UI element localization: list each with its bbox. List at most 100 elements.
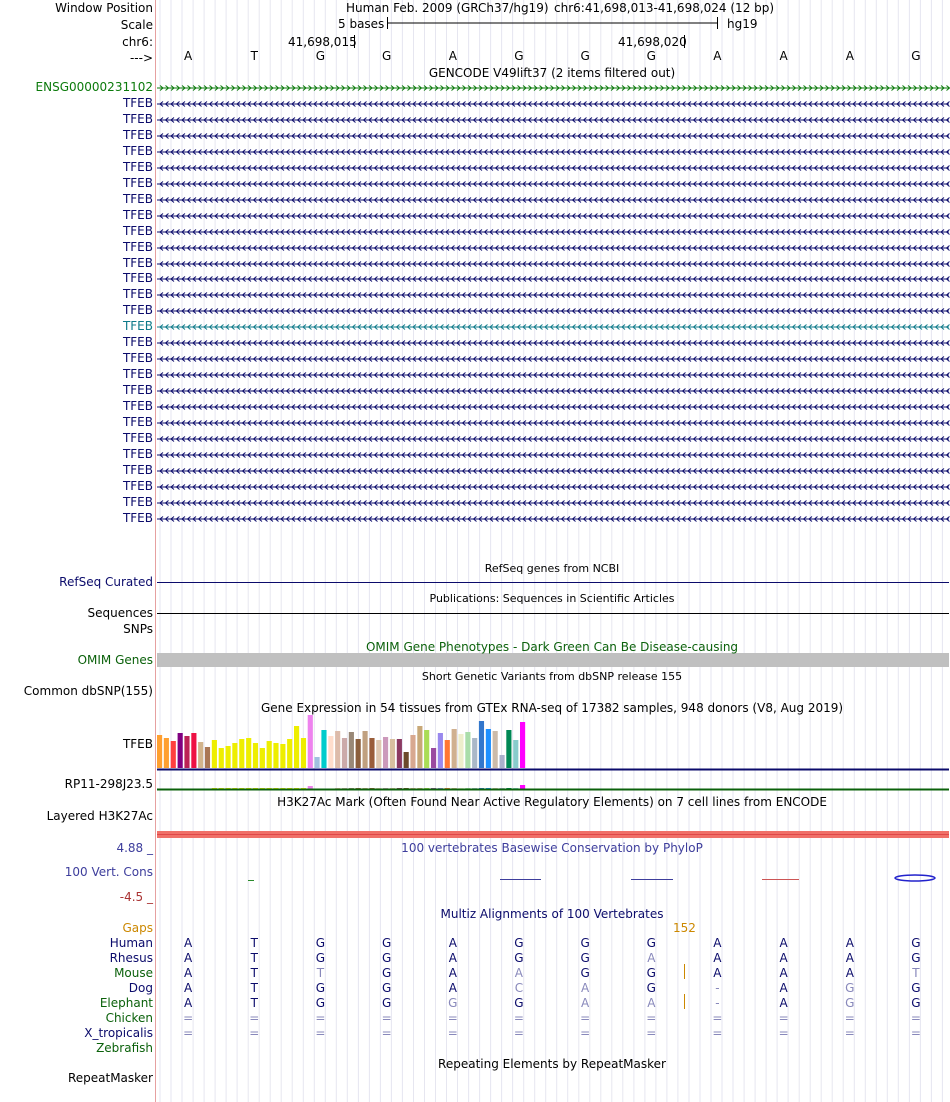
h3k27ac-title[interactable]: H3K27Ac Mark (Often Found Near Active Re… [277,795,827,809]
omim-bar [157,653,949,667]
tfeb-transcript-label[interactable]: TFEB [122,319,153,334]
tfeb-transcript-label[interactable]: TFEB [122,112,153,126]
gtex-tfeb-label[interactable]: TFEB [122,737,153,751]
tfeb-transcript-label[interactable]: TFEB [122,175,153,190]
dbsnp-label[interactable]: Common dbSNP(155) [23,684,153,698]
refseq-title[interactable]: RefSeq genes from NCBI [484,562,620,575]
gencode-title[interactable]: GENCODE V49lift37 (2 items filtered out) [428,66,676,80]
tfeb-transcript-line-chevrons [159,165,950,171]
gtex-rp11-bar [307,786,313,789]
species-label[interactable]: Mouse [114,966,153,980]
tfeb-transcript-label[interactable]: TFEB [122,207,153,222]
gtex-tfeb-bar [246,738,252,768]
omim-label[interactable]: OMIM Genes [77,653,153,667]
tfeb-transcript-label[interactable]: TFEB [122,510,153,525]
tfeb-transcript-label[interactable]: TFEB [122,351,153,366]
tfeb-transcript-line-chevrons [159,229,950,235]
gtex-tfeb-bar [451,729,457,768]
gtex-tfeb-bar [191,733,197,768]
alignment-base: G [514,951,524,965]
alignment-base: T [316,966,325,980]
tfeb-transcript-label[interactable]: TFEB [122,494,153,509]
multiz-title[interactable]: Multiz Alignments of 100 Vertebrates [440,907,664,921]
refseq-label[interactable]: RefSeq Curated [59,575,153,589]
tfeb-transcript-label[interactable]: TFEB [122,271,153,286]
gtex-tfeb-bar [335,731,341,768]
tfeb-transcript-label[interactable]: TFEB [122,159,153,174]
species-label[interactable]: Chicken [105,1011,153,1025]
phylop-min: -4.5 _ [119,890,153,904]
omim-title[interactable]: OMIM Gene Phenotypes - Dark Green Can Be… [365,640,739,654]
tfeb-transcript-label[interactable]: TFEB [122,255,153,270]
species-label[interactable]: Human [109,936,153,950]
tfeb-transcript-line-chevrons [159,388,950,394]
gtex-tfeb-bar [321,730,327,768]
alignment-base: G [514,996,524,1010]
tfeb-transcript-line-chevrons [159,484,950,490]
alignment-base: G [315,981,326,995]
assembly-name: Human Feb. 2009 (GRCh37/hg19) [346,1,549,15]
gtex-tfeb-bar [157,735,163,768]
gtex-tfeb-bar [211,740,217,768]
tfeb-transcript-line-chevrons [159,292,950,298]
tfeb-transcript-label[interactable]: TFEB [122,143,153,158]
gtex-rp11-label[interactable]: RP11-298J23.5 [64,777,153,791]
tfeb-transcript-label[interactable]: TFEB [122,478,153,493]
tfeb-transcript-label[interactable]: TFEB [122,335,153,350]
tfeb-transcript-label[interactable]: TFEB [122,96,153,110]
gtex-tfeb-bar [389,739,396,768]
phylop-title[interactable]: 100 vertebrates Basewise Conservation by… [401,841,703,855]
base-letter: G [514,49,524,63]
ensg-label[interactable]: ENSG00000231102 [35,80,153,94]
species-label[interactable]: Dog [128,981,153,995]
tfeb-transcript-label[interactable]: TFEB [122,287,153,302]
tfeb-transcript-label[interactable]: TFEB [122,239,153,254]
species-label[interactable]: Rhesus [109,951,153,965]
alignment-base: = [183,1011,194,1025]
repeatmasker-label[interactable]: RepeatMasker [67,1071,153,1085]
tfeb-transcript-label[interactable]: TFEB [122,127,153,142]
publications-title[interactable]: Publications: Sequences in Scientific Ar… [429,592,675,605]
alignment-base: A [183,966,193,980]
tfeb-transcript-label[interactable]: TFEB [122,383,153,398]
base-letter: A [448,49,457,63]
tfeb-transcript-line-chevrons [159,324,950,330]
species-label[interactable]: Zebrafish [96,1041,153,1055]
gtex-tfeb-bar [417,726,423,768]
repeatmasker-title[interactable]: Repeating Elements by RepeatMasker [438,1057,666,1071]
tfeb-transcript-label[interactable]: TFEB [122,223,153,238]
gtex-tfeb-bar [424,730,430,768]
dbsnp-title[interactable]: Short Genetic Variants from dbSNP releas… [421,670,683,683]
tfeb-transcript-label[interactable]: TFEB [122,430,153,445]
gtex-tfeb-bar [239,739,245,768]
alignment-base: G [580,951,590,965]
tfeb-transcript-label[interactable]: TFEB [122,415,153,429]
alignment-base: = [646,1026,657,1040]
gtex-title[interactable]: Gene Expression in 54 tissues from GTEx … [260,701,844,715]
species-label[interactable]: Elephant [99,996,153,1010]
tfeb-transcript-label[interactable]: TFEB [122,399,153,414]
alignment-base: - [715,996,720,1010]
tfeb-transcript-line-chevrons [159,101,950,107]
tfeb-transcript-label[interactable]: TFEB [122,303,153,318]
species-label[interactable]: X_tropicalis [84,1026,153,1040]
phylop-label[interactable]: 100 Vert. Cons [64,865,153,879]
tfeb-transcript-label[interactable]: TFEB [122,367,153,382]
snps-label[interactable]: SNPs [123,622,153,636]
tfeb-transcript-label[interactable]: TFEB [122,446,153,461]
gaps-label[interactable]: Gaps [122,921,153,935]
gtex-tfeb-bar [355,739,361,768]
alignment-base: = [844,1011,855,1025]
alignment-base: T [912,966,920,980]
gtex-tfeb-bar [341,738,348,768]
sequences-label[interactable]: Sequences [87,606,153,620]
alignment-base: A [448,966,457,980]
h3k27ac-label[interactable]: Layered H3K27Ac [46,809,153,823]
tfeb-transcript-label[interactable]: TFEB [122,191,153,206]
gtex-tfeb-bar [499,755,505,768]
alignment-base: T [250,951,258,965]
alignment-base: T [250,936,258,950]
alignment-base: G [580,966,590,980]
tfeb-transcript-label[interactable]: TFEB [122,462,153,477]
tfeb-transcript-line-chevrons [159,372,950,378]
